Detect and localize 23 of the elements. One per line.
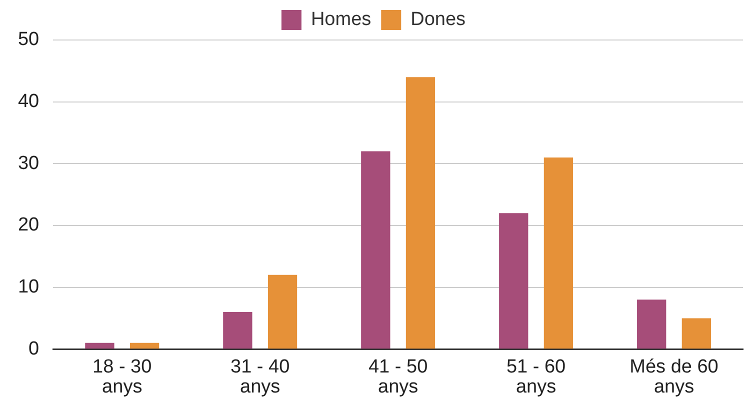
y-tick-label: 20 [18, 214, 40, 236]
y-tick-label: 10 [18, 276, 40, 298]
x-tick-label: 51 - 60 anys [506, 356, 566, 398]
bar [361, 151, 390, 349]
bar [223, 312, 252, 349]
bar [682, 318, 712, 349]
bar [130, 342, 160, 349]
bar [499, 213, 528, 349]
bar [406, 77, 436, 349]
x-tick-label: 41 - 50 anys [368, 356, 428, 398]
x-tick-label: 18 - 30 anys [92, 356, 152, 398]
bar [544, 157, 574, 349]
bar [637, 300, 666, 349]
bar [85, 342, 114, 349]
y-tick-label: 40 [18, 91, 40, 112]
y-tick-label: 50 [18, 29, 40, 50]
x-tick-label: Més de 60 anys [630, 356, 718, 398]
legend-label: Dones [410, 9, 466, 30]
legend-label: Homes [310, 9, 372, 30]
x-tick-label: 31 - 40 anys [230, 356, 290, 398]
y-tick-label: 30 [18, 152, 40, 174]
bar [268, 274, 298, 349]
y-tick-label: 0 [28, 338, 40, 360]
